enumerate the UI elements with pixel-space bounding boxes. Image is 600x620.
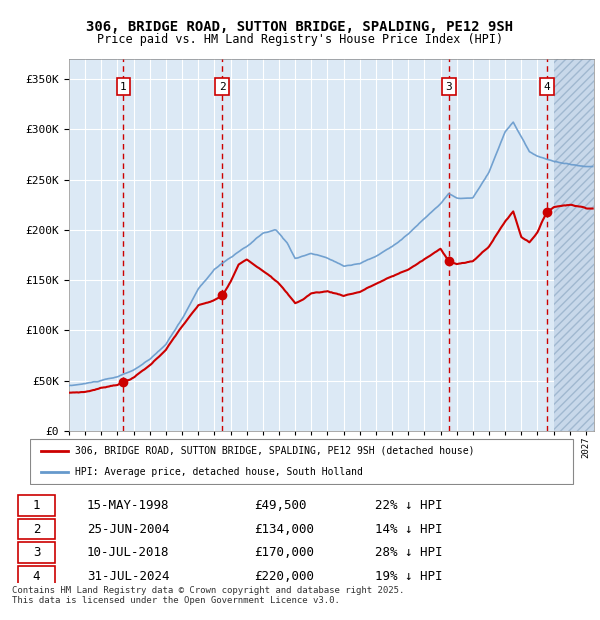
Bar — [554, 59, 594, 431]
Text: 19% ↓ HPI: 19% ↓ HPI — [375, 570, 442, 583]
Text: £220,000: £220,000 — [254, 570, 314, 583]
Text: 3: 3 — [446, 82, 452, 92]
Text: 306, BRIDGE ROAD, SUTTON BRIDGE, SPALDING, PE12 9SH (detached house): 306, BRIDGE ROAD, SUTTON BRIDGE, SPALDIN… — [75, 446, 474, 456]
Text: 25-JUN-2004: 25-JUN-2004 — [87, 523, 169, 536]
Text: 2: 2 — [33, 523, 40, 536]
Text: 306, BRIDGE ROAD, SUTTON BRIDGE, SPALDING, PE12 9SH: 306, BRIDGE ROAD, SUTTON BRIDGE, SPALDIN… — [86, 20, 514, 34]
Text: 1: 1 — [33, 499, 40, 512]
Text: Price paid vs. HM Land Registry's House Price Index (HPI): Price paid vs. HM Land Registry's House … — [97, 33, 503, 46]
Text: 28% ↓ HPI: 28% ↓ HPI — [375, 546, 442, 559]
FancyBboxPatch shape — [18, 519, 55, 539]
Text: 22% ↓ HPI: 22% ↓ HPI — [375, 499, 442, 512]
Text: 10-JUL-2018: 10-JUL-2018 — [87, 546, 169, 559]
Text: 14% ↓ HPI: 14% ↓ HPI — [375, 523, 442, 536]
Text: 1: 1 — [120, 82, 127, 92]
FancyBboxPatch shape — [18, 542, 55, 563]
Text: 31-JUL-2024: 31-JUL-2024 — [87, 570, 169, 583]
FancyBboxPatch shape — [18, 566, 55, 587]
Text: 4: 4 — [544, 82, 550, 92]
Text: £134,000: £134,000 — [254, 523, 314, 536]
FancyBboxPatch shape — [30, 439, 573, 484]
Text: £49,500: £49,500 — [254, 499, 307, 512]
Text: HPI: Average price, detached house, South Holland: HPI: Average price, detached house, Sout… — [75, 467, 362, 477]
Text: 2: 2 — [219, 82, 226, 92]
Text: £170,000: £170,000 — [254, 546, 314, 559]
FancyBboxPatch shape — [18, 495, 55, 516]
Text: 4: 4 — [33, 570, 40, 583]
Text: 3: 3 — [33, 546, 40, 559]
Text: 15-MAY-1998: 15-MAY-1998 — [87, 499, 169, 512]
Text: Contains HM Land Registry data © Crown copyright and database right 2025.
This d: Contains HM Land Registry data © Crown c… — [12, 586, 404, 605]
